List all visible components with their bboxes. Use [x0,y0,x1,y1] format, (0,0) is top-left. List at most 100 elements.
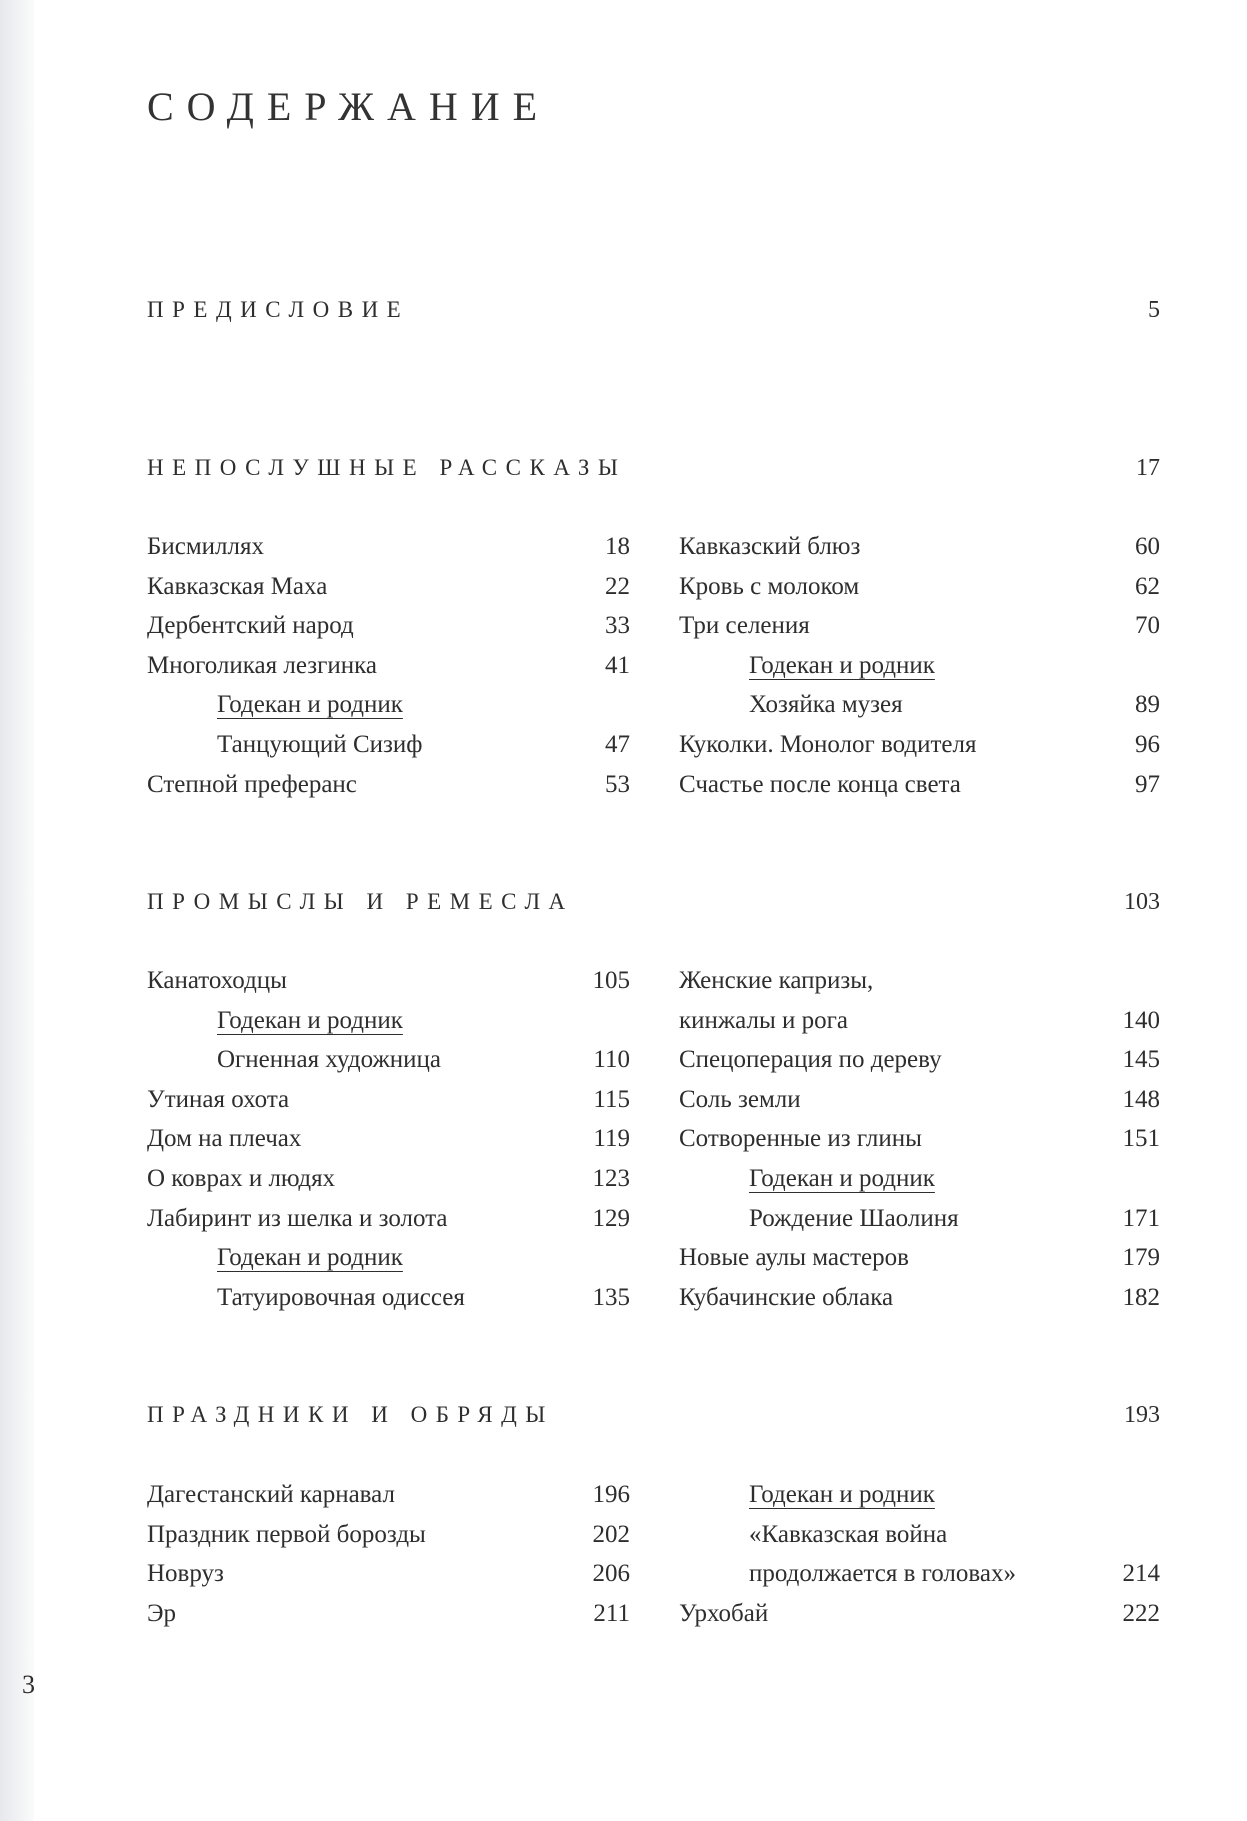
entry-title: Огненная художница [217,1046,441,1074]
toc-entry: кинжалы и рога 140 [679,1001,1160,1041]
right-column: Кавказский блюз 60 Кровь с молоком 62 Три се… [679,527,1160,804]
entry-page: 202 [592,1520,631,1548]
entry-page: 145 [1122,1046,1161,1074]
entry-page: 96 [1135,730,1160,758]
toc-entry: Утиная охота 115 [147,1080,630,1120]
subsection-heading: Годекан и родник [679,646,1160,686]
entry-page: 179 [1122,1244,1161,1272]
entry-page: 140 [1122,1006,1161,1034]
toc-entry: Танцующий Сизиф 47 [147,725,630,765]
entry-page: 129 [592,1204,631,1232]
entry-page: 53 [605,770,630,798]
toc-entry: Спецоперация по дереву 145 [679,1040,1160,1080]
entry-title: Годекан и родник [217,1244,403,1272]
entry-title: Годекан и родник [749,651,935,679]
section-page: 17 [1136,454,1160,481]
entry-title: Многоликая лезгинка [147,651,378,679]
section-heading-row: ПРОМЫСЛЫ И РЕМЕСЛА 103 [147,882,1160,922]
page-gutter [0,0,34,1821]
toc-entry: Соль земли 148 [679,1080,1160,1120]
toc-entry: Бисмиллях 18 [147,527,630,567]
entry-title: «Кавказская война [749,1520,948,1548]
toc-entry: Лабиринт из шелка и золота 129 [147,1199,630,1239]
entry-title: Кавказская Маха [147,572,328,600]
left-column: Дагестанский карнавал 196 Праздник первой … [147,1475,630,1633]
entry-title: Степной преферанс [147,770,357,798]
entry-title: Годекан и родник [217,691,403,719]
toc-entry: Три селения 70 [679,606,1160,646]
entry-page: 206 [592,1560,631,1588]
right-column: Женские капризы, кинжалы и рога 140 Спецопе… [679,961,1160,1317]
entry-page: 182 [1122,1283,1161,1311]
entry-page: 196 [592,1481,631,1508]
left-column: Бисмиллях 18 Кавказская Маха 22 Дербентский … [147,527,630,804]
entry-title: Утиная охота [147,1085,290,1113]
section-heading-row: НЕПОСЛУШНЫЕ РАССКАЗЫ 17 [147,448,1160,488]
entry-title: Кровь с молоком [679,572,860,600]
subsection-heading: Годекан и родник [147,1238,630,1278]
toc-entry: «Кавказская война [679,1515,1160,1555]
page-number: 3 [22,1670,35,1699]
entry-title: Дом на плечах [147,1125,302,1153]
entry-title: Новые аулы мастеров [679,1244,909,1272]
toc-entry: Татуировочная одиссея 135 [147,1278,630,1318]
subsection-heading: Годекан и родник [679,1159,1160,1199]
toc-entry: Эр 211 [147,1594,630,1634]
entry-title: Новруз [147,1560,224,1588]
entry-title: Счастье после конца света [679,770,961,798]
entry-page: 222 [1122,1599,1161,1627]
entry-page: 119 [593,1125,630,1153]
entry-title: Хозяйка музея [749,691,903,719]
toc-entry: Дагестанский карнавал 196 [147,1475,630,1515]
entry-title: Рождение Шаолиня [749,1204,959,1232]
page-title: СОДЕРЖАНИЕ [147,83,551,129]
entry-title: Канатоходцы [147,967,287,994]
toc-entry: Урхобай 222 [679,1594,1160,1634]
entry-page: 115 [593,1085,630,1113]
left-column: Канатоходцы 105 Годекан и родник Огненная х… [147,961,630,1317]
toc-entry: Рождение Шаолиня 171 [679,1199,1160,1239]
entry-title: Танцующий Сизиф [217,730,423,758]
entry-page: 18 [605,533,630,560]
entry-page: 110 [593,1046,630,1074]
entry-title: Праздник первой борозды [147,1520,426,1548]
section-title: ПРАЗДНИКИ И ОБРЯДЫ [147,1402,554,1427]
section-page: 5 [1148,296,1160,323]
entry-title: Дербентский народ [147,612,354,640]
entry-page: 70 [1135,612,1160,640]
subsection-heading: Годекан и родник [679,1475,1160,1515]
subsection-heading: Годекан и родник [147,1001,630,1041]
toc-entry: Праздник первой борозды 202 [147,1515,630,1555]
entry-title: Годекан и родник [217,1006,403,1034]
entry-title: Татуировочная одиссея [217,1283,465,1311]
toc-entry: Хозяйка музея 89 [679,685,1160,725]
section-title: ПРЕДИСЛОВИЕ [147,297,410,322]
toc-entry: О коврах и людях 123 [147,1159,630,1199]
entry-page: 33 [605,612,630,640]
entry-title: Соль земли [679,1085,801,1113]
entry-page: 148 [1122,1085,1161,1113]
entry-page: 47 [605,730,630,758]
toc-entry: Огненная художница 110 [147,1040,630,1080]
entry-title: Лабиринт из шелка и золота [147,1204,448,1232]
toc-entry: Дом на плечах 119 [147,1119,630,1159]
section-title: ПРОМЫСЛЫ И РЕМЕСЛА [147,889,574,914]
entry-title: Кубачинские облака [679,1283,894,1311]
toc-entry: Многоликая лезгинка 41 [147,646,630,686]
toc-entry: Канатоходцы 105 [147,961,630,1001]
toc-entry: Кавказский блюз 60 [679,527,1160,567]
entry-title: Годекан и родник [749,1481,935,1508]
entry-page: 135 [592,1283,631,1311]
toc-entry: Счастье после конца света 97 [679,765,1160,805]
entry-title: продолжается в головах» [749,1560,1016,1588]
entry-page: 89 [1135,691,1160,719]
toc-entry: Кровь с молоком 62 [679,567,1160,607]
section-page: 103 [1124,888,1160,915]
toc-entry: Степной преферанс 53 [147,765,630,805]
section-heading-row: ПРАЗДНИКИ И ОБРЯДЫ 193 [147,1395,1160,1435]
entry-page: 22 [605,572,630,600]
subsection-heading: Годекан и родник [147,685,630,725]
entry-title: Куколки. Монолог водителя [679,730,977,758]
toc-entry: Сотворенные из глины 151 [679,1119,1160,1159]
section-page: 193 [1124,1401,1160,1428]
